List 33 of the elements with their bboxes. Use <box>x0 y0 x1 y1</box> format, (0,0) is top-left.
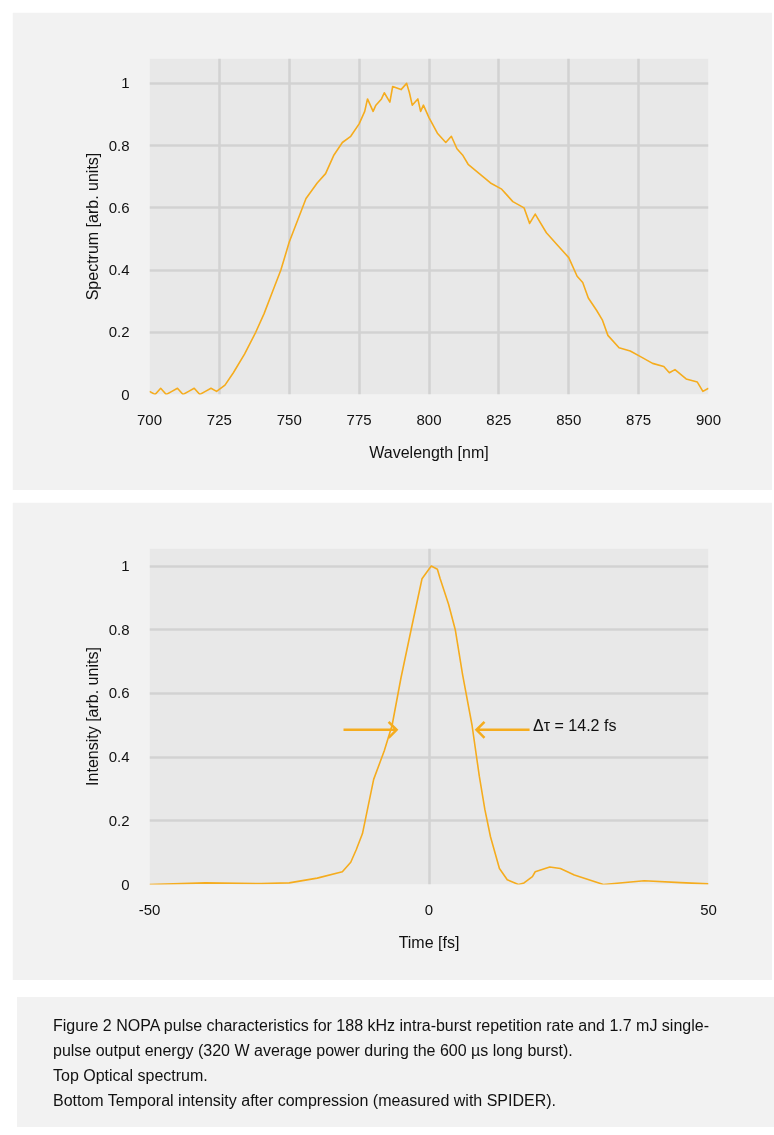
x-axis-title: Wavelength [nm] <box>369 443 489 461</box>
y-tick-label: 1 <box>121 557 130 575</box>
x-tick-label: 700 <box>136 410 163 428</box>
text: Top Optical spectrum. <box>53 1066 209 1086</box>
x-axis-title: Time [fs] <box>398 933 460 951</box>
x-tick-label: 50 <box>700 900 717 918</box>
x-tick-label: 825 <box>486 410 512 428</box>
y-tick-label: 0 <box>121 385 130 403</box>
y-tick-label: 0.6 <box>108 198 130 216</box>
x-tick-label: 725 <box>206 410 232 428</box>
x-tick-label: 750 <box>276 410 302 428</box>
x-tick-label: 0 <box>424 900 434 918</box>
y-tick-label: 1 <box>121 74 130 92</box>
y-axis-title: Intensity [arb. units] <box>83 647 101 786</box>
y-tick-label: 0 <box>121 875 130 893</box>
y-tick-label: 0.6 <box>108 684 130 702</box>
y-tick-label: 0.4 <box>108 261 130 279</box>
x-tick-label: 800 <box>416 410 442 428</box>
annotation: Δτ = 14.2 fs <box>533 716 617 734</box>
y-tick-label: 0.2 <box>108 811 130 829</box>
y-tick-label: 0.4 <box>108 748 130 766</box>
x-tick-label: 850 <box>556 410 582 428</box>
caption: Figure 2 NOPA pulse characteristics for 188 kHz intra-burst repetition rate and 1.7 mJ single-pulse output energy (320 W average power during the 600 µs long burst). <box>53 1016 710 1061</box>
x-tick-label: 900 <box>695 410 722 428</box>
x-tick-label: 775 <box>346 410 372 428</box>
y-tick-label: 0.8 <box>108 620 130 638</box>
y-tick-label: 0.2 <box>108 323 130 341</box>
y-axis-title: Spectrum [arb. units] <box>83 152 101 301</box>
x-tick-label: -50 <box>138 900 161 918</box>
x-tick-label: 875 <box>626 410 652 428</box>
y-tick-label: 0.8 <box>108 136 130 154</box>
line-series <box>149 82 709 395</box>
text: Bottom Temporal intensity after compression (measured with SPIDER). <box>53 1091 557 1111</box>
